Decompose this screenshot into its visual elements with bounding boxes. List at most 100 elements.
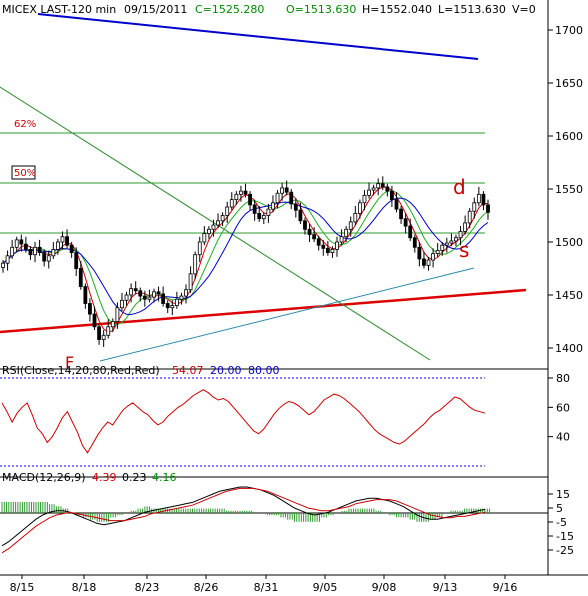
macd-tick-label: 5 [556, 502, 563, 515]
rsi-panel: RSI(Close,14,20,80,Red,Red) 54.07 20.00 … [0, 364, 570, 467]
rsi-lower: 20.00 [210, 364, 242, 377]
fib-62-label: 62% [14, 119, 36, 130]
candle [88, 298, 92, 322]
candle-body [14, 239, 19, 248]
header-close: C=1525.280 [195, 3, 264, 16]
macd-tick-label: 15 [556, 488, 570, 501]
candle [83, 283, 88, 309]
candle-body [138, 290, 143, 297]
candle-body [19, 239, 24, 245]
candle-body [380, 183, 385, 188]
candle-body [229, 199, 234, 208]
candle-body [266, 208, 271, 216]
candle-body [5, 255, 10, 264]
candle [303, 217, 307, 235]
header-open: O=1513.630 [286, 3, 356, 16]
candle-body [307, 228, 312, 235]
candle [312, 227, 317, 242]
candle-body [275, 192, 280, 204]
fib-50-label: 50% [14, 168, 36, 179]
candle-body [124, 294, 129, 301]
candle-body [37, 246, 42, 254]
header-low: L=1513.630 [438, 3, 506, 16]
macd-signal-value: 0.23 [122, 471, 147, 484]
candle-body [303, 220, 307, 230]
candle [184, 284, 188, 304]
candle-body [362, 194, 367, 204]
price-tick-label: 1650 [555, 77, 583, 90]
candle-body [289, 191, 294, 205]
candle-body [60, 236, 65, 243]
candle [225, 201, 230, 223]
candle-body [408, 225, 413, 239]
trendline-blue-down [37, 13, 479, 60]
candle-body [353, 212, 358, 223]
candle-body [344, 228, 349, 238]
candle-body [371, 187, 376, 191]
candle-body [234, 193, 239, 201]
candle-body [193, 254, 198, 275]
candle [60, 231, 65, 250]
candle [435, 243, 440, 257]
ma-mid-green [2, 190, 489, 326]
candle [133, 281, 138, 294]
candle-body [202, 233, 207, 243]
candle-body [33, 246, 37, 256]
candle [385, 183, 390, 197]
candle [174, 291, 179, 309]
candle [444, 237, 449, 253]
candle [298, 202, 303, 224]
candle-body [88, 303, 92, 315]
candle [10, 239, 15, 259]
date-tick-label: 8/31 [254, 581, 279, 594]
candle-body [211, 224, 216, 230]
candle-body [458, 230, 463, 239]
candle-body [348, 221, 353, 230]
candle-body [252, 204, 257, 214]
candle [348, 216, 353, 237]
candle [51, 242, 56, 259]
candle [321, 239, 326, 256]
price-tick-label: 1400 [555, 342, 583, 355]
candle-body [440, 244, 445, 251]
header-volume: V=0 [512, 3, 536, 16]
rsi-value: 54.07 [172, 364, 204, 377]
trendline-teal-up [99, 267, 475, 362]
candle-body [23, 243, 28, 250]
candle [353, 205, 358, 226]
candle-body [161, 293, 166, 304]
candle [271, 195, 275, 213]
candle-body [147, 296, 152, 300]
rsi-label: RSI(Close,14,20,80,Red,Red) [2, 364, 160, 377]
candle-body [220, 215, 225, 222]
candle [69, 242, 74, 258]
macd-tick-label: -5 [556, 516, 567, 529]
candle-body [188, 273, 193, 291]
candle-body [170, 305, 175, 309]
candle [422, 251, 426, 269]
candle [261, 212, 266, 224]
candle-body [133, 288, 138, 292]
candle-body [92, 313, 97, 328]
candle-body [51, 249, 56, 257]
candle-body [106, 326, 111, 336]
candle [316, 235, 321, 251]
candle [417, 242, 422, 267]
candle [179, 292, 184, 305]
candle-body [65, 236, 69, 246]
candle [193, 251, 198, 280]
candle [23, 236, 28, 253]
candle [197, 236, 202, 263]
candle-body [28, 249, 33, 256]
candle [399, 205, 403, 224]
candle [206, 226, 211, 239]
candle [28, 246, 33, 261]
candle [426, 256, 431, 271]
candle-body [56, 241, 60, 250]
candle-body [339, 236, 344, 243]
candle [293, 198, 298, 218]
candle [367, 182, 371, 199]
trendline-red-support [0, 288, 527, 334]
macd-tick-label: -15 [556, 530, 574, 543]
